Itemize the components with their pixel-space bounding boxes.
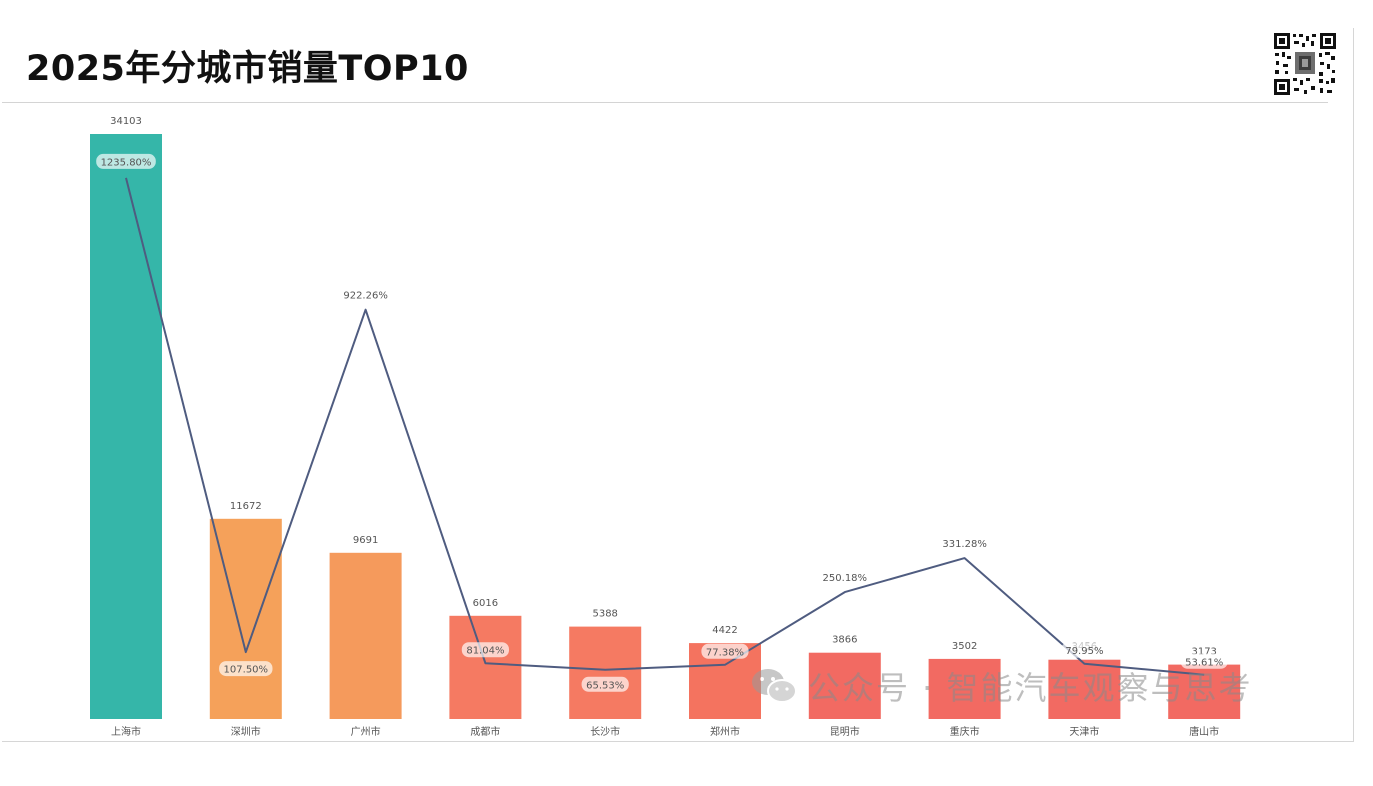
- bar: [808, 652, 881, 719]
- growth-rate-line: [125, 177, 1205, 676]
- x-tick-label: 天津市: [1069, 725, 1099, 738]
- bar: [569, 626, 642, 719]
- bar: [928, 658, 1001, 719]
- bar-value-label: 5388: [592, 609, 617, 620]
- growth-rate-text: 65.53%: [586, 680, 624, 691]
- growth-rate-label: 922.26%: [343, 291, 388, 302]
- bar: [449, 615, 522, 719]
- growth-rate-pill: [581, 676, 629, 692]
- growth-rate-text: 250.18%: [823, 573, 868, 584]
- growth-rate-text: 77.38%: [706, 647, 744, 658]
- growth-rate-text: 331.28%: [942, 539, 987, 550]
- bar-value-label: 34103: [110, 116, 142, 127]
- x-tick-label: 郑州市: [710, 725, 740, 738]
- bar-value-label: 3866: [832, 635, 857, 646]
- title-divider: [2, 102, 1328, 103]
- x-tick-label: 长沙市: [590, 725, 620, 738]
- growth-rate-text: 107.50%: [224, 665, 269, 676]
- qr-code: [1273, 32, 1337, 96]
- bar: [329, 552, 402, 719]
- bar-value-label: 3502: [952, 641, 977, 652]
- bar-value-label: 6016: [473, 598, 498, 609]
- x-tick-label: 重庆市: [950, 725, 980, 738]
- growth-rate-label: 250.18%: [823, 573, 868, 584]
- bars-layer: [90, 134, 1241, 719]
- bar-value-label: 3173: [1191, 647, 1216, 658]
- page-title: 2025年分城市销量TOP10: [26, 49, 469, 89]
- growth-rate-text: 81.04%: [466, 646, 504, 657]
- qr-code-icon: [1273, 32, 1337, 96]
- bar: [1048, 659, 1121, 719]
- growth-rate-label: 107.50%: [219, 661, 273, 677]
- growth-rate-pill: [1060, 642, 1108, 658]
- growth-rate-label: 79.95%: [1060, 642, 1108, 658]
- growth-rate-pill: [461, 642, 509, 658]
- growth-rate-label: 81.04%: [461, 642, 509, 658]
- growth-rate-pill: [96, 153, 156, 169]
- x-tick-label: 上海市: [111, 725, 141, 738]
- bar-value-label: 4422: [712, 625, 737, 636]
- growth-rate-label: 77.38%: [701, 643, 749, 659]
- x-tick-label: 唐山市: [1189, 725, 1219, 738]
- growth-rate-text: 1235.80%: [101, 157, 152, 168]
- bar-value-label: 9691: [353, 535, 378, 546]
- growth-rate-label: 53.61%: [1180, 653, 1228, 669]
- growth-rate-text: 922.26%: [343, 291, 388, 302]
- bar: [1168, 664, 1241, 719]
- growth-rate-text: 53.61%: [1185, 657, 1223, 668]
- bar-value-label: 11672: [230, 501, 262, 512]
- growth-rate-text: 79.95%: [1065, 646, 1103, 657]
- chart-frame: [2, 28, 1354, 742]
- bar: [209, 518, 282, 719]
- growth-rate-label: 331.28%: [942, 539, 987, 550]
- bar: [90, 134, 162, 719]
- x-tick-label: 昆明市: [830, 725, 860, 738]
- x-tick-label: 深圳市: [231, 725, 261, 738]
- growth-rate-pill: [1180, 653, 1228, 669]
- x-tick-label: 广州市: [351, 725, 381, 738]
- x-axis-ticks: 上海市 深圳市 广州市 成都市 长沙市 郑州市 昆明市 重庆市 天津市 唐山市: [111, 725, 1219, 738]
- growth-rate-pill: [219, 661, 273, 677]
- growth-rate-pill: [701, 643, 749, 659]
- x-tick-label: 成都市: [470, 725, 500, 738]
- growth-rate-labels: 1235.80% 107.50% 922.26% 81.04% 65.53% 77.38%…: [96, 153, 1228, 692]
- growth-rate-label: 65.53%: [581, 676, 629, 692]
- growth-rate-label: 1235.80%: [96, 153, 156, 169]
